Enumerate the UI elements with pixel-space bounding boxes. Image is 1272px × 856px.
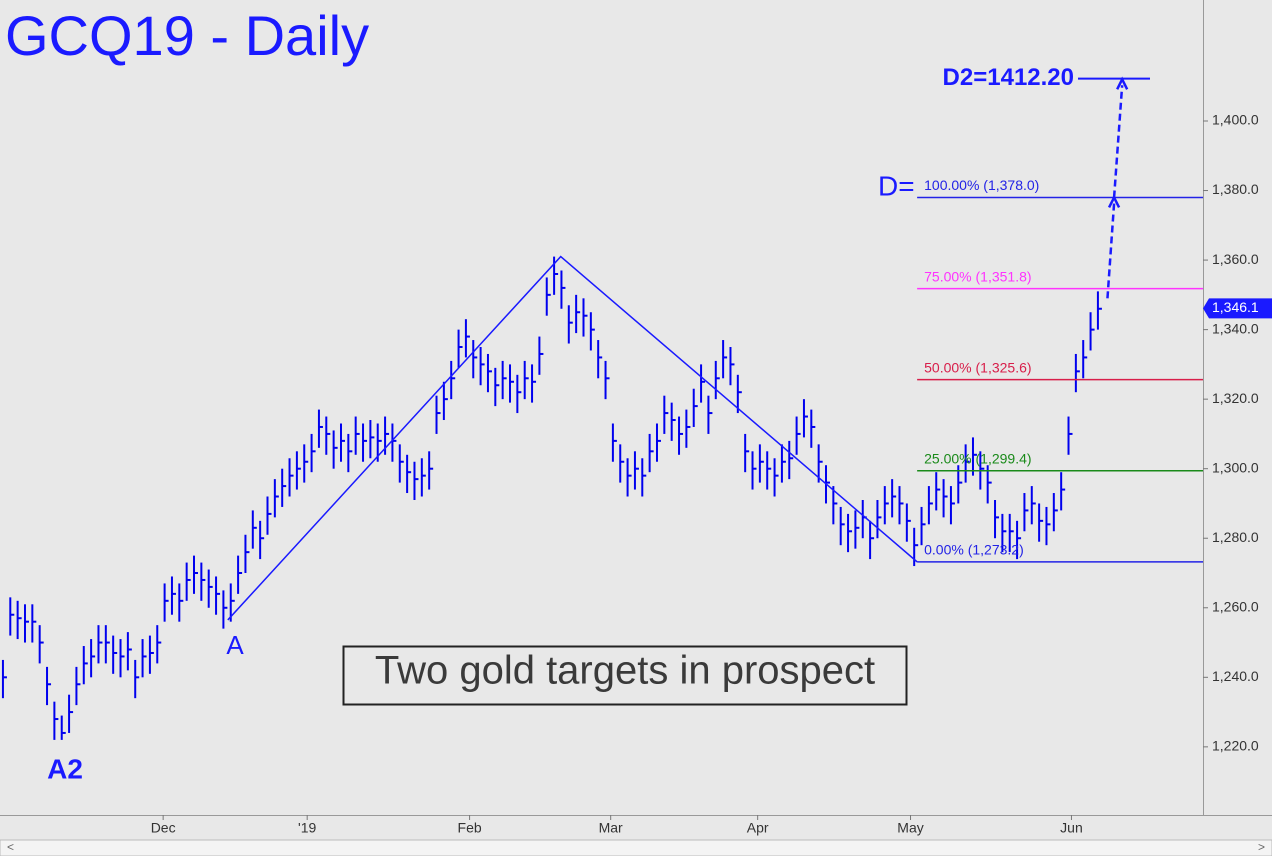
- x-tick-label: Mar: [599, 820, 623, 836]
- y-tick-label: 1,280.0: [1212, 529, 1259, 545]
- y-tick-label: 1,360.0: [1212, 251, 1259, 267]
- pattern-line: [227, 255, 918, 621]
- caption-box: [342, 645, 908, 706]
- level-label: 75.00% (1,351.8): [924, 268, 1031, 284]
- level-label: 25.00% (1,299.4): [924, 450, 1031, 466]
- projection-line: [1112, 85, 1124, 198]
- level-label: 100.00% (1,378.0): [924, 177, 1039, 193]
- x-tick-label: '19: [298, 820, 316, 836]
- x-tick-label: Feb: [458, 820, 482, 836]
- x-tick-label: May: [897, 820, 923, 836]
- a2-label: A2: [47, 753, 83, 784]
- y-tick-label: 1,380.0: [1212, 181, 1259, 197]
- d-label: D=: [878, 170, 915, 201]
- d2-label: D2=1412.20: [943, 64, 1074, 91]
- x-tick-label: Jun: [1060, 820, 1083, 836]
- price-tag: [1203, 298, 1272, 319]
- chart-title: GCQ19 - Daily: [5, 4, 369, 67]
- scroll-left[interactable]: <: [7, 840, 14, 854]
- x-tick-label: Dec: [151, 820, 176, 836]
- x-tick-label: Apr: [747, 820, 769, 836]
- plot: 1,220.0 1,240.0 1,260.0 1,280.0 1,300.0 1,320…: [1, 64, 1259, 836]
- y-tick-label: 1,220.0: [1212, 738, 1259, 754]
- y-tick-label: 1,240.0: [1212, 668, 1259, 684]
- a-label: A: [226, 630, 244, 660]
- scrollbar[interactable]: [0, 839, 1272, 856]
- caption: Two gold targets in prospect: [375, 649, 875, 693]
- y-tick-label: 1,340.0: [1212, 320, 1259, 336]
- projection-line: [1106, 203, 1116, 299]
- level-label: 50.00% (1,325.6): [924, 359, 1031, 375]
- scroll-right[interactable]: >: [1258, 840, 1265, 854]
- y-tick-label: 1,260.0: [1212, 598, 1259, 614]
- level-label: 0.00% (1,273.2): [924, 542, 1024, 558]
- y-tick-label: 1,320.0: [1212, 390, 1259, 406]
- price-tag-label: 1,346.1: [1212, 299, 1259, 315]
- y-tick-label: 1,400.0: [1212, 112, 1259, 128]
- y-tick-label: 1,300.0: [1212, 459, 1259, 475]
